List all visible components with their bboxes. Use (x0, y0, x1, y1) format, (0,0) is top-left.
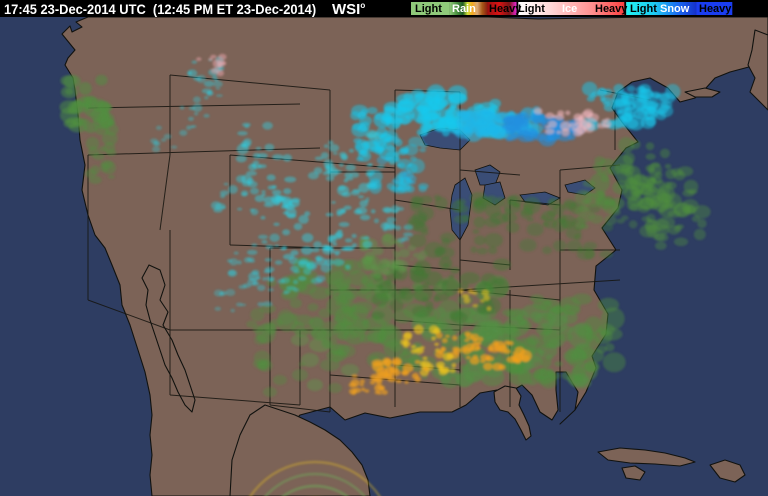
svg-text:Ice: Ice (562, 3, 577, 15)
svg-text:Light: Light (415, 3, 442, 15)
svg-text:Heavy: Heavy (699, 3, 732, 15)
svg-text:Snow: Snow (660, 3, 690, 15)
svg-text:Light: Light (630, 3, 657, 15)
svg-text:Light: Light (518, 3, 545, 15)
svg-text:Heavy: Heavy (595, 3, 628, 15)
svg-text:Rain: Rain (452, 3, 476, 15)
svg-text:Heavy: Heavy (489, 3, 522, 15)
